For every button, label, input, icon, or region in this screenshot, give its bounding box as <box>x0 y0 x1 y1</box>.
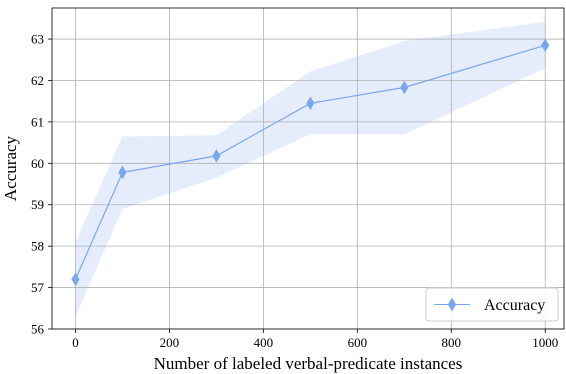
y-tick-label: 60 <box>31 156 44 171</box>
legend-diamond-icon <box>447 297 457 312</box>
y-tick-label: 57 <box>31 280 45 295</box>
marker-layer <box>71 38 550 287</box>
data-point-marker <box>541 38 550 53</box>
y-tick-label: 63 <box>31 32 44 47</box>
x-tick-label: 1000 <box>532 335 558 350</box>
y-tick-label: 59 <box>31 197 44 212</box>
x-tick-label: 200 <box>160 335 180 350</box>
x-tick-label: 400 <box>254 335 274 350</box>
plot-frame <box>51 7 565 330</box>
data-point-marker <box>71 272 80 287</box>
grid-layer <box>52 8 564 330</box>
data-point-marker <box>118 165 127 180</box>
tick-layer: 0 200 400 600 800 1000 56 57 58 59 60 61 62 63 <box>31 32 558 350</box>
confidence-band <box>75 21 546 317</box>
x-axis-title: Number of labeled verbal-predicate insta… <box>154 354 463 373</box>
series-line <box>74 44 546 280</box>
legend-box <box>425 287 559 322</box>
y-tick-label: 58 <box>31 239 44 254</box>
x-tick-label: 0 <box>72 335 79 350</box>
data-point-marker <box>212 149 221 163</box>
y-tick-label: 56 <box>31 322 45 337</box>
legend-label: Accuracy <box>484 297 545 314</box>
x-tick-label: 800 <box>442 335 462 350</box>
y-axis-title: Accuracy <box>1 135 20 201</box>
legend: Accuracy <box>425 287 559 322</box>
y-tick-label: 61 <box>31 114 44 129</box>
data-point-marker <box>306 96 315 111</box>
y-tick-label: 62 <box>31 73 44 88</box>
confidence-band-layer <box>75 21 546 317</box>
series-line-layer <box>74 44 546 280</box>
data-point-marker <box>400 80 409 95</box>
x-tick-label: 600 <box>348 335 368 350</box>
